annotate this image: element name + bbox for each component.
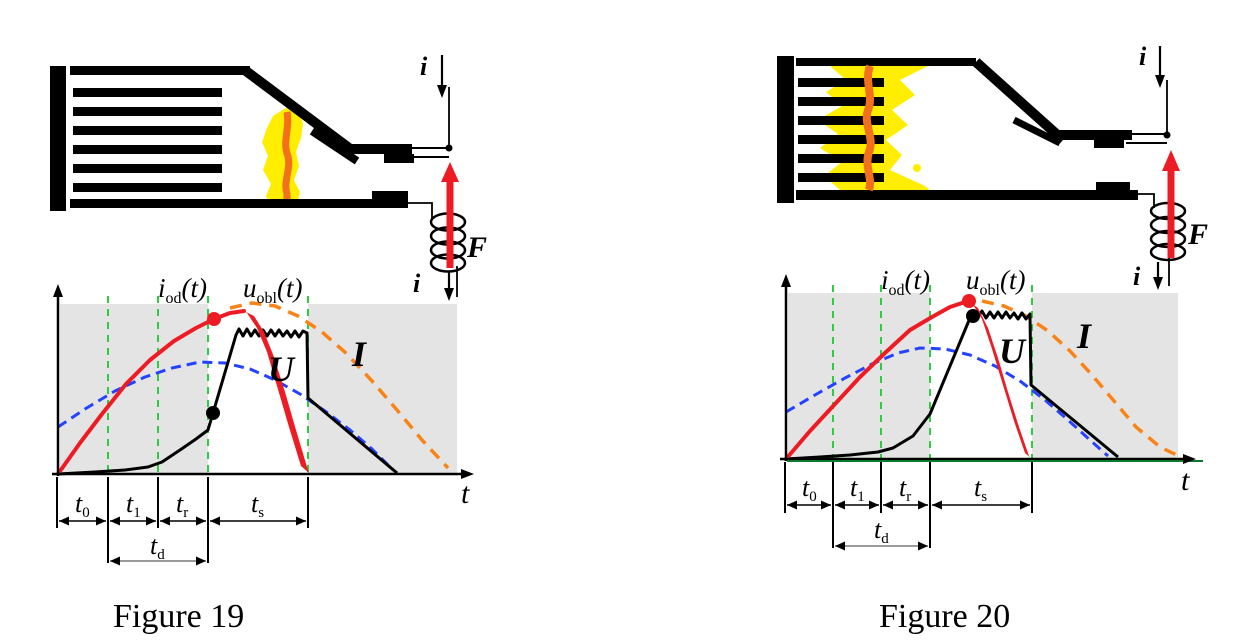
fixed-contact-bar xyxy=(348,144,412,154)
arc-core xyxy=(282,111,293,205)
interval-label-td: td xyxy=(150,531,165,563)
coil-lead xyxy=(1138,193,1155,208)
x-axis-arrow-icon xyxy=(1183,454,1196,464)
interval-label-td: td xyxy=(874,515,889,547)
arc-chute-schematic-20: i F i xyxy=(777,42,1208,291)
coil-lead xyxy=(408,202,433,219)
current-arrow-top-icon xyxy=(1155,75,1165,88)
current-label-bottom: i xyxy=(413,269,421,298)
arc-current-curve xyxy=(784,299,970,461)
current-label-bottom: i xyxy=(1133,262,1141,291)
force-arrow-head xyxy=(441,162,459,182)
interval-label-ts: ts xyxy=(974,473,987,505)
interval-label-tr: tr xyxy=(899,473,911,505)
current-label-top: i xyxy=(1139,42,1147,71)
fixed-contact-bar xyxy=(1052,130,1132,140)
fixed-contact-pad xyxy=(1094,140,1124,148)
figure-20-panel: i F i xyxy=(777,42,1208,635)
figure-caption: Figure 19 xyxy=(113,598,244,635)
moving-contact-blade xyxy=(309,127,360,165)
current-label-top: i xyxy=(420,52,428,81)
time-axis-label: t xyxy=(1181,464,1190,497)
time-dimension-arrows xyxy=(787,500,1030,551)
interval-label-ts: ts xyxy=(251,489,264,521)
interval-label-t0: t0 xyxy=(802,473,817,505)
prospective-current-label: I xyxy=(351,334,368,374)
arc-chute-schematic-19: i F i xyxy=(50,52,487,301)
current-arrow-top-icon xyxy=(437,85,447,98)
arc-current-marker-dot xyxy=(207,312,221,326)
arc-runner-diagonal xyxy=(243,66,356,156)
arc-voltage-label: uobl(t) xyxy=(243,273,302,307)
fixed-contact-pad xyxy=(384,154,414,163)
arc-current-curve xyxy=(56,309,246,476)
top-plate xyxy=(796,58,976,66)
figure-19-panel: i F i xyxy=(50,52,487,635)
x-axis-arrow-icon xyxy=(461,469,474,479)
arc-voltage-marker-dot xyxy=(966,309,980,323)
arc-flash xyxy=(262,106,303,206)
prospective-current-curve xyxy=(229,301,450,470)
splitter-plates xyxy=(73,88,222,192)
time-dimension-ticks xyxy=(56,477,309,563)
arc-current-marker-dot xyxy=(962,294,976,308)
bottom-contact-pad xyxy=(1096,182,1130,190)
y-axis-arrow-icon xyxy=(781,274,791,287)
arc-voltage-marker-dot xyxy=(206,406,220,420)
arc-core xyxy=(862,64,875,192)
waveform-graph-20: t iod(t) uobl(t) U I t0 t xyxy=(780,265,1203,551)
arc-current-extinction-wedge xyxy=(244,311,309,473)
arc-current-extinction-wedge xyxy=(968,301,1032,459)
source-voltage-label: U xyxy=(268,349,296,389)
bottom-plate xyxy=(70,199,408,208)
splitter-plates xyxy=(798,78,884,182)
arc-current-label: iod(t) xyxy=(881,265,930,299)
figure-caption: Figure 20 xyxy=(879,598,1010,635)
interval-label-t1: t1 xyxy=(850,473,865,505)
arc-chute-wall xyxy=(50,66,66,211)
arc-chute-wall xyxy=(777,56,794,203)
interval-label-tr: tr xyxy=(176,489,188,521)
y-axis-arrow-icon xyxy=(53,284,63,297)
prospective-current-label: I xyxy=(1076,316,1093,356)
arc-voltage-curve xyxy=(57,327,398,476)
time-dimension-arrows xyxy=(59,516,306,566)
force-label: F xyxy=(466,231,487,264)
arc-spark-speck xyxy=(913,164,921,172)
arc-current-label: iod(t) xyxy=(158,273,207,307)
top-plate xyxy=(70,66,250,75)
force-label: F xyxy=(1187,218,1208,251)
interval-label-t0: t0 xyxy=(75,489,90,521)
force-arrow-head xyxy=(1162,150,1180,171)
bottom-contact-pad xyxy=(372,191,408,199)
interval-label-t1: t1 xyxy=(126,489,141,521)
source-voltage-curve xyxy=(785,346,1109,458)
current-arrow-bottom-icon xyxy=(1153,277,1163,290)
current-arrow-bottom-icon xyxy=(444,288,454,301)
arc-voltage-label: uobl(t) xyxy=(966,265,1025,299)
bottom-plate xyxy=(796,190,1138,200)
waveform-graph-19: t iod(t) uobl(t) U I t0 t xyxy=(52,273,474,566)
arc-voltage-curve xyxy=(785,309,1119,461)
time-axis-label: t xyxy=(461,477,470,510)
arc-runner-diagonal xyxy=(972,58,1067,144)
time-dimension-ticks xyxy=(784,462,1033,548)
source-voltage-label: U xyxy=(999,331,1027,371)
